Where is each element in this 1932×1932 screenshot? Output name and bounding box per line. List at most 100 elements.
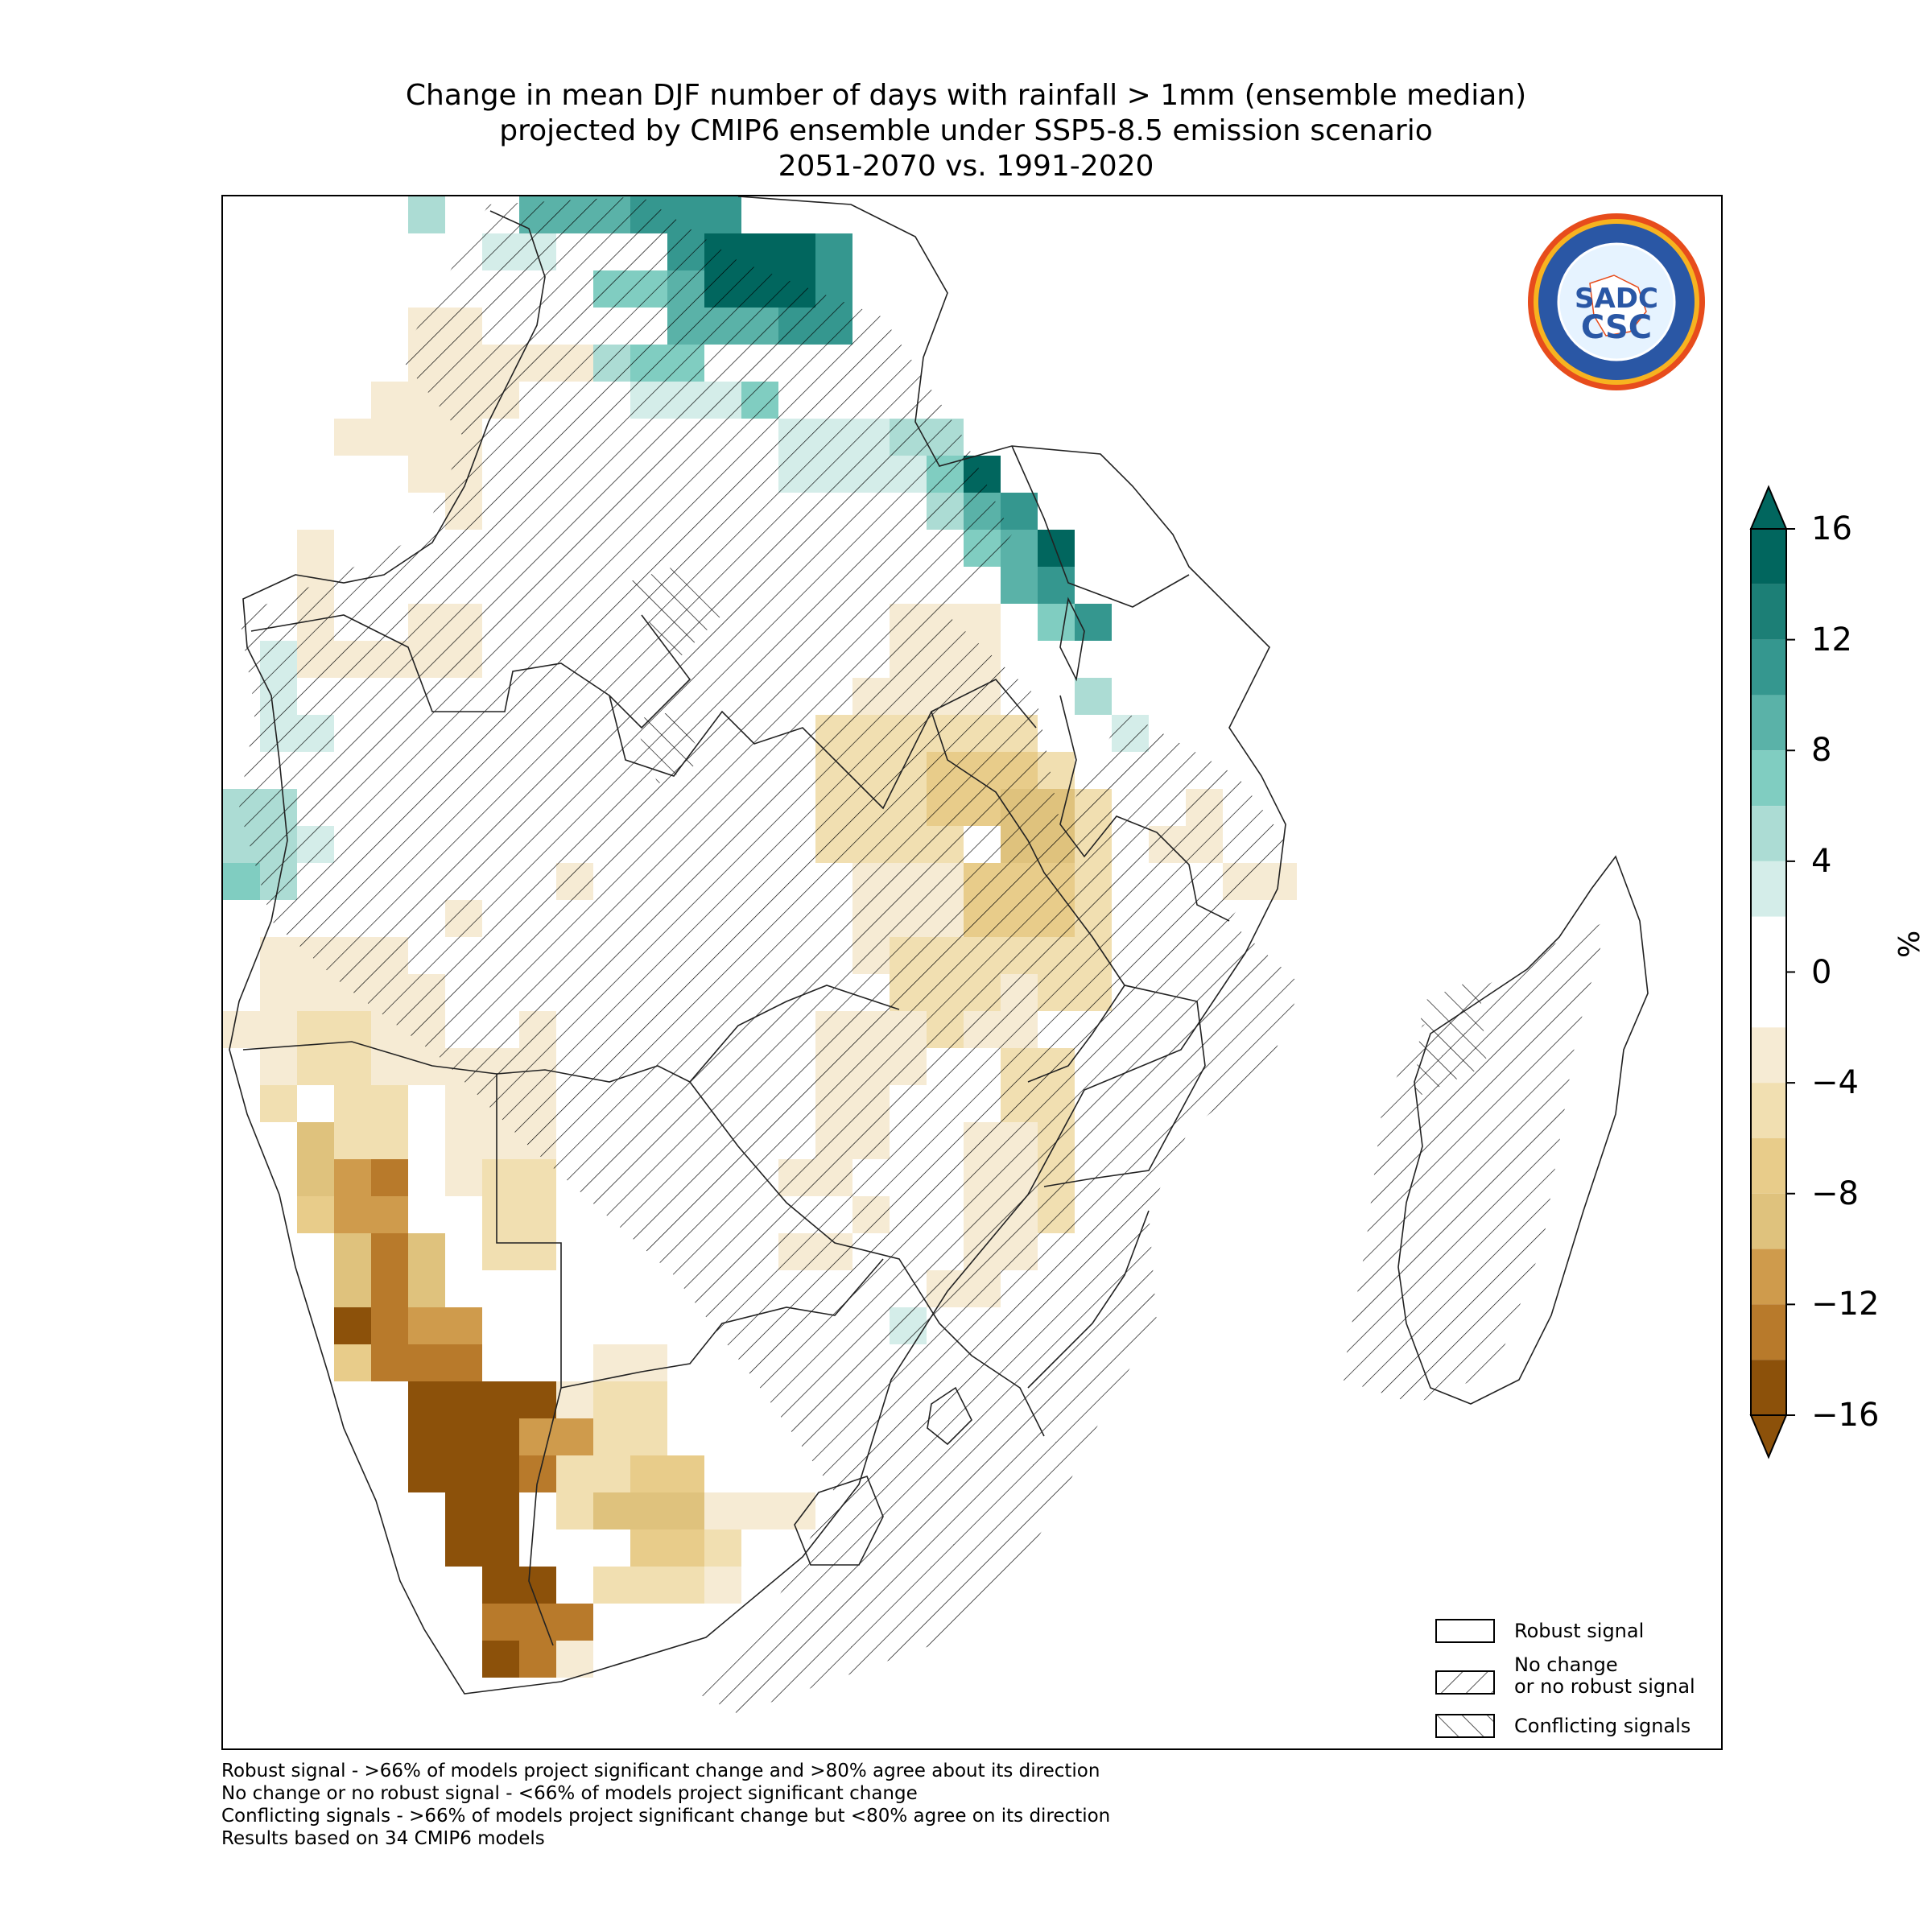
colorbar-level-6 [1751, 861, 1786, 917]
grid-cell [593, 1567, 704, 1604]
grid-cell [1001, 493, 1038, 530]
grid-cell [1075, 678, 1112, 715]
border-6 [560, 1258, 884, 1389]
grid-cell [297, 1196, 334, 1233]
border-7 [1027, 985, 1206, 1187]
grid-cell [482, 1641, 519, 1678]
colorbar-level-2 [1751, 639, 1786, 696]
colorbar-tick-label: −16 [1811, 1397, 1880, 1434]
legend-label-no-change-1: No change [1514, 1653, 1618, 1676]
colorbar-level-3 [1751, 695, 1786, 751]
map-title: Change in mean DJF number of days with r… [0, 78, 1932, 184]
grid-cell [408, 196, 445, 233]
hatching-layer [239, 196, 1608, 1714]
conflicting-swatch [1435, 1714, 1495, 1738]
robust-swatch [1435, 1619, 1495, 1643]
no-change-swatch [1435, 1670, 1495, 1695]
grid-cell [371, 1159, 408, 1196]
legend-item-robust: Robust signal [1435, 1614, 1717, 1646]
grid-cell [334, 1233, 371, 1307]
madagascar-coastline [1397, 855, 1649, 1405]
colorbar-level-9 [1751, 1083, 1786, 1138]
colorbar-tick-label: 4 [1811, 842, 1832, 880]
colorbar-extend-bottom [1749, 1414, 1788, 1459]
grid-cell [630, 1455, 704, 1492]
grid-cell [297, 1122, 334, 1196]
border-3 [609, 679, 1037, 810]
grid-cell [519, 1641, 556, 1678]
colorbar-level-14 [1751, 1360, 1786, 1415]
lesotho-outline [794, 1476, 884, 1566]
grid-cell [1075, 604, 1112, 641]
colorbar-level-1 [1751, 584, 1786, 640]
footnotes: Robust signal - >66% of models project s… [221, 1760, 1110, 1850]
hatch-legend: Robust signal No change or no robust sig… [1435, 1614, 1717, 1743]
grid-cell [1038, 604, 1075, 641]
footnote-2: No change or no robust signal - <66% of … [221, 1783, 918, 1804]
colorbar-tick-label: −12 [1811, 1286, 1880, 1323]
grid-cell [482, 1159, 556, 1270]
logo-initials-top: SADC [1575, 283, 1658, 315]
conflicting-signal-hatch-2 [634, 712, 706, 784]
grid-cell [223, 863, 260, 900]
border-1 [250, 614, 691, 729]
colorbar-level-8 [1751, 1027, 1786, 1084]
grid-cell [334, 1159, 371, 1196]
grid-cell [704, 1492, 815, 1530]
grid-cell [556, 1641, 593, 1678]
grid-cell [334, 1344, 371, 1381]
grid-cell [260, 1085, 297, 1122]
grid-cell [408, 1307, 482, 1344]
footnote-4: Results based on 34 CMIP6 models [221, 1828, 545, 1849]
legend-label-robust: Robust signal [1514, 1620, 1645, 1642]
legend-item-no-change: No change or no robust signal [1435, 1653, 1717, 1698]
grid-cell [334, 1307, 371, 1344]
border-10 [1011, 445, 1190, 608]
lake-outline [1059, 597, 1085, 682]
colorbar-ticks [1786, 528, 1795, 1416]
grid-cell [408, 1418, 519, 1492]
grid-cell [297, 1011, 371, 1085]
title-line-1: Change in mean DJF number of days with r… [405, 79, 1527, 112]
eswatini-outline [927, 1386, 972, 1446]
title-line-3: 2051-2070 vs. 1991-2020 [778, 150, 1154, 183]
colorbar-level-5 [1751, 806, 1786, 861]
colorbar [1749, 485, 1795, 1459]
grid-cell [334, 1085, 408, 1159]
colorbar-tick-label: 12 [1811, 621, 1852, 658]
colorbar-tick-label: 8 [1811, 732, 1832, 770]
colorbar-tick-label: 0 [1811, 953, 1832, 991]
colorbar-extend-top [1749, 485, 1788, 530]
map-canvas [223, 196, 1649, 1714]
legend-label-no-change-2: or no robust signal [1514, 1675, 1695, 1698]
colorbar-level-11 [1751, 1193, 1786, 1249]
grid-cell [519, 1418, 593, 1455]
colorbar-tick-label: −8 [1811, 1174, 1859, 1212]
madagascar-hatch [1342, 921, 1608, 1404]
grid-cell [445, 1492, 519, 1567]
grid-cell [556, 1381, 593, 1418]
border-5 [689, 1081, 1045, 1437]
colorbar-level-12 [1751, 1249, 1786, 1305]
border-9 [1059, 695, 1230, 922]
border-11 [1027, 1210, 1150, 1389]
grid-cell [1038, 530, 1075, 567]
grid-cell [593, 1381, 667, 1455]
colorbar-levels [1751, 529, 1786, 1415]
colorbar-level-13 [1751, 1304, 1786, 1360]
colorbar-unit-label: % [1893, 930, 1926, 958]
grid-cell [593, 1492, 704, 1530]
country-borders [229, 196, 1649, 1695]
grid-cell [1001, 567, 1038, 604]
grid-cell [1038, 567, 1075, 604]
colorbar-level-4 [1751, 750, 1786, 807]
border-2 [242, 985, 900, 1083]
grid-cell [371, 1344, 482, 1381]
grid-cell [408, 1233, 445, 1307]
grid-cell [593, 1344, 667, 1381]
mainland-coastline [229, 196, 1286, 1695]
colorbar-level-10 [1751, 1137, 1786, 1194]
legend-label-conflicting: Conflicting signals [1514, 1715, 1691, 1737]
no-robust-signal-hatch [239, 196, 1302, 1714]
map-panel [221, 195, 1723, 1750]
